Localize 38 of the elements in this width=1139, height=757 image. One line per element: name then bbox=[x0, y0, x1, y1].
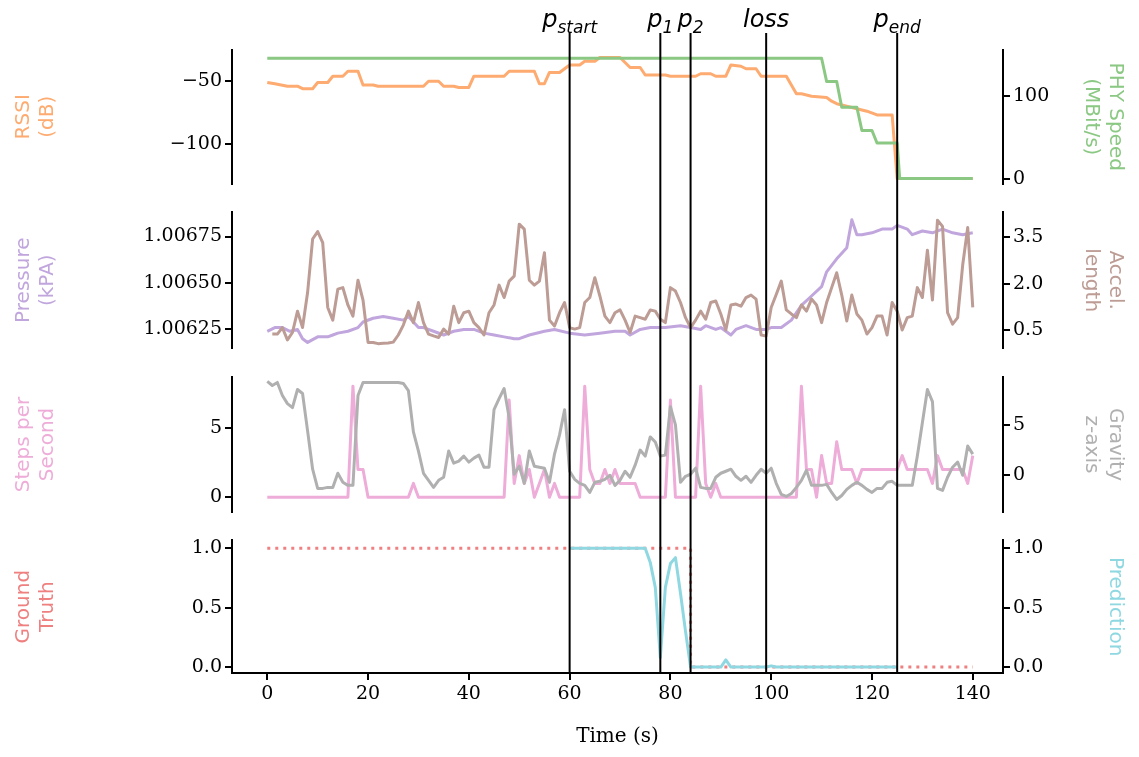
y2-tick-label: 3.5 bbox=[1013, 224, 1044, 247]
y-tick-label: 5 bbox=[209, 414, 222, 437]
y-tick-label: −100 bbox=[169, 130, 222, 153]
y-tick-label: 0.5 bbox=[191, 594, 222, 617]
y2-tick-label: 0.0 bbox=[1013, 653, 1044, 676]
y2-tick-label: 1.0 bbox=[1013, 535, 1044, 558]
y2-axis-title: Prediction bbox=[1104, 557, 1129, 657]
y2-axis-title: PHY Speed (MBit/s) bbox=[1080, 62, 1129, 171]
x-tick-label: 80 bbox=[658, 681, 683, 704]
y-tick-label: 1.00625 bbox=[143, 316, 222, 339]
y2-tick-label: 0 bbox=[1013, 462, 1026, 485]
x-axis-title: Time (s) bbox=[576, 723, 659, 748]
x-tick-label: 20 bbox=[355, 681, 381, 704]
x-tick-label: 140 bbox=[954, 681, 991, 704]
y-tick-label: −50 bbox=[181, 68, 222, 91]
x-tick-label: 60 bbox=[557, 681, 582, 704]
y2-tick-label: 0.5 bbox=[1013, 316, 1044, 339]
y-tick-label: 1.00675 bbox=[143, 223, 222, 246]
y-axis-title: Pressure (kPA) bbox=[10, 237, 59, 323]
x-tick-label: 120 bbox=[853, 681, 891, 704]
y-tick-label: 1.0 bbox=[191, 535, 222, 558]
y-tick-label: 0.0 bbox=[191, 653, 222, 676]
y2-axis-title: Accel. length bbox=[1080, 248, 1129, 313]
y2-axis-title: Gravity z-axis bbox=[1080, 407, 1129, 482]
x-tick-label: 100 bbox=[753, 681, 790, 704]
y2-tick-label: 0 bbox=[1013, 165, 1026, 188]
y2-tick-label: 5 bbox=[1013, 411, 1026, 434]
y2-tick-label: 2.0 bbox=[1013, 270, 1044, 293]
y-tick-label: 1.00650 bbox=[143, 269, 222, 292]
y-axis-title: RSSI (dB) bbox=[10, 94, 59, 140]
y-axis-title: Ground Truth bbox=[10, 569, 59, 644]
x-tick-label: 0 bbox=[261, 681, 274, 704]
x-tick-label: 40 bbox=[456, 681, 481, 704]
y2-tick-label: 100 bbox=[1013, 82, 1050, 105]
y2-tick-label: 0.5 bbox=[1013, 594, 1044, 617]
ref-line-label: loss bbox=[742, 5, 790, 33]
y-tick-label: 0 bbox=[209, 484, 222, 507]
y-axis-title: Steps per Second bbox=[10, 395, 59, 493]
